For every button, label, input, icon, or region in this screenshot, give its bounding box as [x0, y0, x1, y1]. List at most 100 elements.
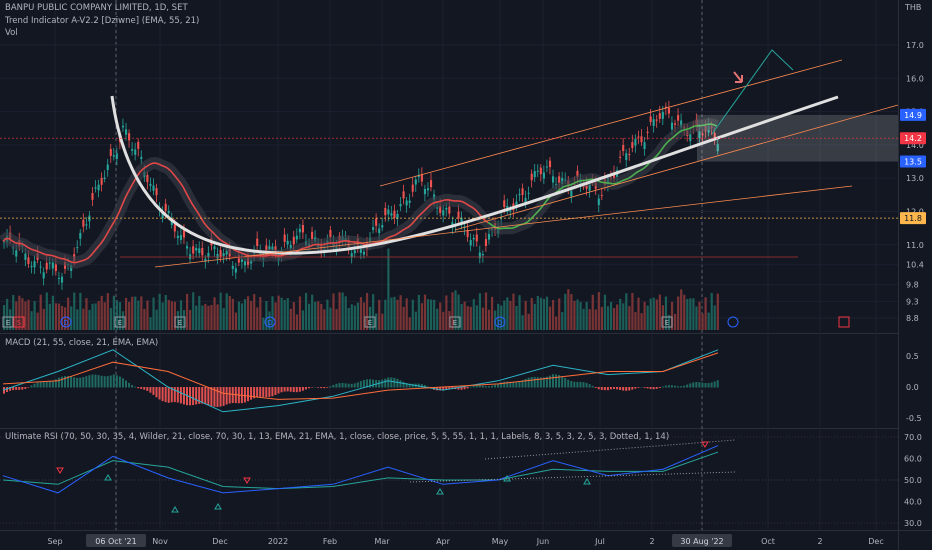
macd-histogram-bar: [314, 386, 317, 388]
candle-body: [509, 210, 512, 212]
candle-body: [27, 257, 30, 264]
candle-body: [701, 133, 704, 136]
macd-label[interactable]: MACD (21, 55, close, 21, EMA, EMA): [5, 338, 159, 348]
volume-bar: [512, 293, 515, 330]
candle-body: [167, 210, 170, 214]
volume-bar: [176, 311, 180, 330]
volume-bar: [170, 301, 173, 330]
candle-body: [487, 233, 491, 240]
macd-histogram-bar: [118, 376, 121, 388]
candle-body: [39, 266, 42, 268]
event-marker: [449, 316, 461, 328]
candle-body: [137, 141, 140, 149]
macd-histogram-bar: [494, 384, 497, 388]
volume-bar: [67, 297, 70, 330]
macd-histogram-bar: [603, 387, 606, 391]
macd-histogram-bar: [390, 377, 393, 388]
volume-bar: [701, 313, 704, 330]
macd-histogram-bar: [219, 387, 222, 407]
candle-body: [161, 213, 164, 219]
time-tick-label: May: [492, 537, 509, 546]
candle-body: [484, 239, 487, 246]
macd-histogram-bar: [451, 387, 454, 389]
candle-body: [600, 195, 603, 197]
candle-body: [533, 171, 536, 178]
macd-histogram-bar: [253, 387, 256, 399]
macd-histogram-bar: [292, 387, 295, 393]
volume-bar: [524, 300, 527, 330]
rsi-tick-label: 40.0: [904, 498, 922, 507]
candle-body: [384, 208, 387, 216]
event-marker-future: [838, 316, 850, 328]
volume-bar: [481, 307, 485, 330]
volume-bar: [707, 312, 710, 330]
volume-bar: [70, 306, 73, 330]
macd-histogram-bar: [149, 387, 152, 393]
candle-body: [179, 235, 182, 240]
macd-histogram-bar: [350, 383, 353, 388]
channel-middle: [454, 104, 899, 231]
volume-bar: [262, 317, 265, 330]
macd-histogram-bar: [6, 387, 9, 393]
volume-bar: [506, 297, 509, 330]
volume-bar: [588, 309, 591, 330]
candle-body: [524, 197, 527, 204]
macd-histogram-bar: [643, 387, 646, 388]
macd-histogram-bar: [692, 382, 695, 388]
macd-histogram-bar: [27, 387, 30, 388]
candle-body: [222, 253, 225, 257]
macd-histogram-bar: [478, 385, 481, 388]
macd-histogram-bar: [216, 387, 219, 407]
macd-histogram-bar: [128, 382, 131, 388]
rsi-signal-marker: [503, 475, 511, 482]
rsi-tick-label: 50.0: [904, 476, 922, 485]
volume-bar: [579, 301, 582, 330]
macd-histogram-bar: [320, 387, 323, 389]
macd-histogram-bar: [396, 378, 399, 388]
trend-indicator-label[interactable]: Trend Indicator A-V2.2 [Dziwne] (EMA, 55…: [5, 16, 200, 26]
price-badge-label: 11.8: [904, 214, 922, 223]
macd-histogram-bar: [634, 387, 637, 389]
volume-bar: [164, 295, 167, 330]
volume-bar: [616, 304, 619, 330]
candle-body: [664, 106, 667, 108]
volume-bar: [381, 313, 384, 330]
macd-histogram-bar: [369, 379, 371, 388]
volume-bar: [527, 313, 530, 330]
candle-body: [405, 200, 408, 206]
macd-histogram-bar: [576, 381, 579, 388]
volume-bar: [289, 308, 292, 330]
macd-histogram-bar: [491, 385, 493, 388]
ultimate-rsi-label[interactable]: Ultimate RSI (70, 50, 30, 35, 4, Wilder,…: [5, 432, 670, 442]
volume-bar: [674, 313, 677, 330]
volume-bar: [487, 309, 491, 330]
candle-body: [42, 272, 45, 279]
macd-histogram-bar: [76, 377, 79, 388]
symbol-title[interactable]: BANPU PUBLIC COMPANY LIMITED, 1D, SET: [5, 3, 188, 13]
macd-histogram-bar: [259, 387, 262, 397]
macd-histogram-bar: [88, 375, 91, 388]
volume-label[interactable]: Vol: [5, 28, 18, 38]
time-tick-label: Jul: [594, 537, 605, 546]
rsi-signal-marker: [436, 488, 444, 495]
macd-histogram-bar: [15, 387, 18, 390]
candle-body: [286, 240, 289, 245]
volume-bar: [619, 298, 622, 330]
macd-histogram-bar: [506, 381, 509, 388]
volume-bar: [649, 298, 652, 330]
volume-bar: [716, 293, 719, 330]
volume-bar: [365, 292, 369, 330]
event-marker: [494, 316, 506, 328]
volume-bar: [576, 299, 579, 330]
event-marker: [174, 316, 186, 328]
candle-body: [420, 174, 423, 182]
candle-body: [402, 191, 405, 199]
candle-body: [283, 234, 286, 242]
volume-bar: [451, 292, 454, 330]
macd-tick-label: 0.5: [906, 352, 919, 361]
candle-body: [414, 179, 417, 185]
macd-histogram-bar: [332, 384, 335, 388]
volume-bar: [463, 301, 466, 330]
macd-histogram-bar: [277, 387, 280, 394]
